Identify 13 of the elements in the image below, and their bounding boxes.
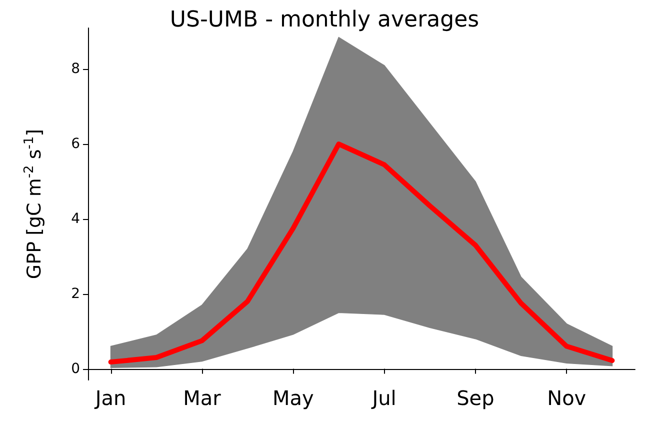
x-tick-label: Nov: [547, 386, 586, 410]
y-axis-title: GPP [gC m-2 s-1]: [22, 128, 46, 280]
chart-title: US-UMB - monthly averages: [170, 8, 480, 32]
y-tick-label: 4: [71, 210, 80, 227]
y-tick-label: 0: [71, 360, 80, 377]
y-tick-label: 2: [71, 286, 80, 302]
x-tick-label: Mar: [183, 386, 222, 410]
x-tick-label: May: [272, 386, 314, 410]
x-tick-label: Jan: [93, 386, 126, 410]
y-tick-label: 8: [71, 61, 80, 78]
x-tick-label: Sep: [456, 386, 494, 410]
y-tick-label: 6: [71, 136, 80, 152]
x-tick-label: Jul: [370, 386, 396, 410]
